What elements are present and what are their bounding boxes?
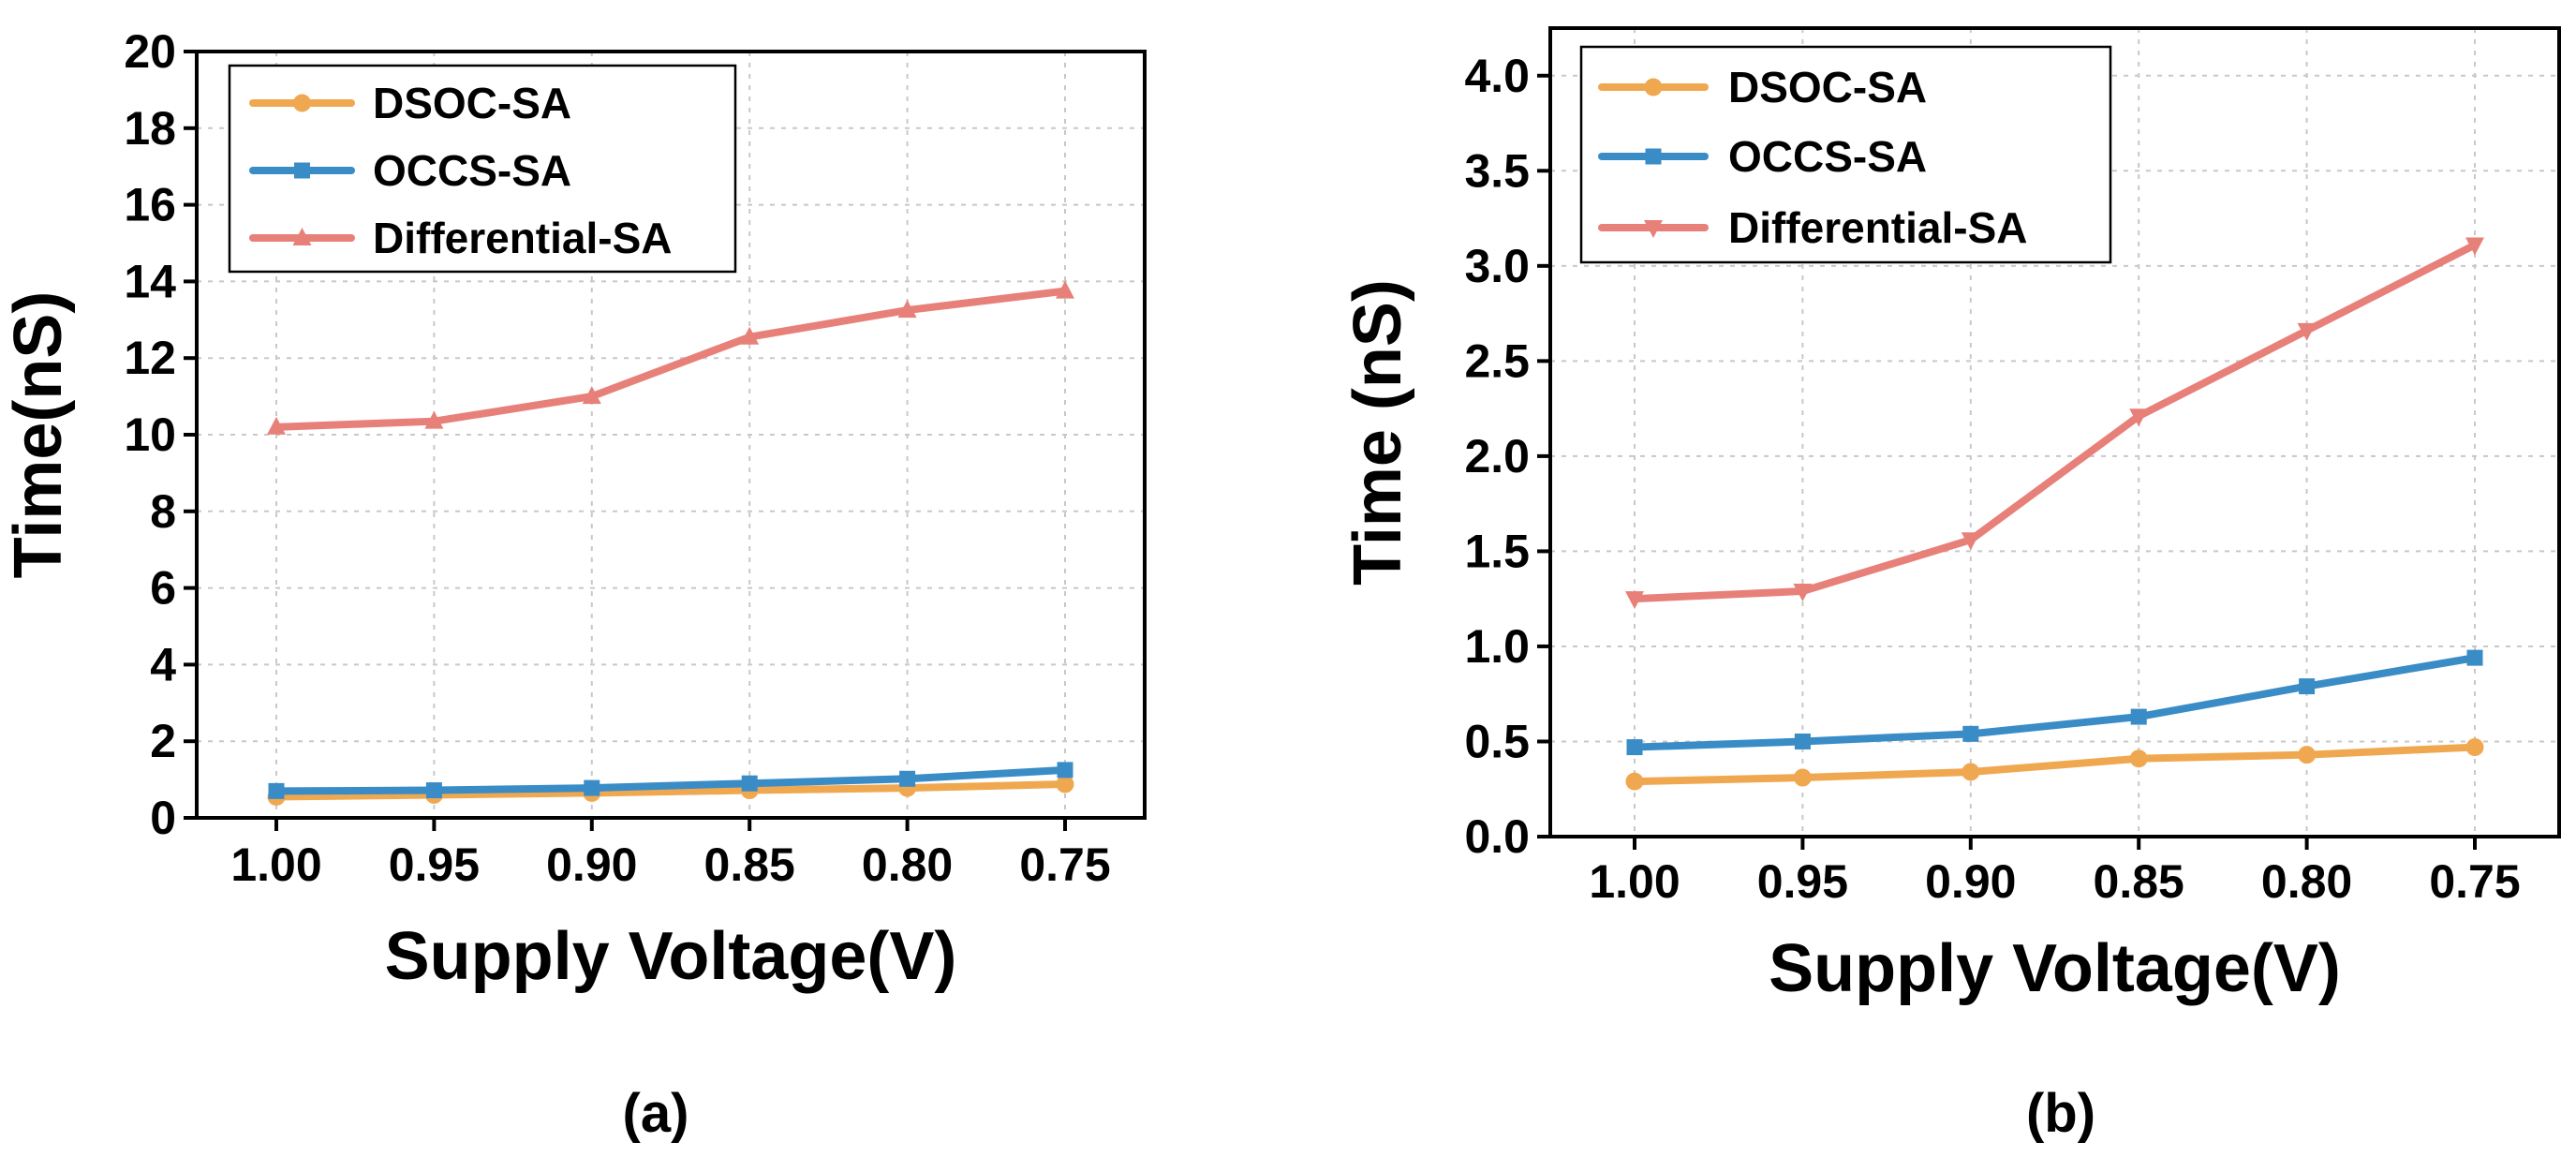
- y-tick-label-a-1: 2: [150, 715, 176, 767]
- series-a-2: [267, 280, 1074, 435]
- data-point-b-1-5: [2466, 649, 2483, 666]
- series-b-0: [1625, 738, 2484, 791]
- series-a-1: [268, 762, 1073, 799]
- y-tick-label-a-10: 20: [124, 25, 176, 78]
- data-point-a-2-2: [582, 386, 601, 405]
- y-tick-label-b-5: 2.5: [1464, 334, 1530, 387]
- legend-marker-a-0: [293, 94, 311, 112]
- y-tick-label-b-3: 1.5: [1464, 525, 1530, 577]
- data-point-a-0-5: [1056, 775, 1074, 794]
- legend-label-a-0: DSOC-SA: [373, 79, 571, 127]
- data-point-a-2-1: [424, 410, 444, 429]
- series-line-a-1: [273, 765, 1069, 795]
- chart-panel-b: 0.0 0.5 1.0 1.5 2.0 2.5 3.0 3.5 4.0 1.00 0.95 0.90 0…: [1340, 26, 2561, 1006]
- data-point-b-1-4: [2299, 678, 2316, 695]
- y-tick-label-b-2: 1.0: [1464, 620, 1530, 673]
- data-point-b-0-0: [1625, 772, 1644, 791]
- y-tick-label-b-7: 3.5: [1464, 144, 1530, 197]
- series-line-b-0: [1631, 743, 2479, 786]
- x-axis-title-b: Supply Voltage(V): [1769, 931, 2341, 1006]
- legend-label-b-0: DSOC-SA: [1728, 63, 1927, 111]
- x-tick-label-b-5: 0.75: [2429, 855, 2520, 908]
- data-point-a-1-0: [268, 782, 285, 799]
- data-point-b-2-1: [1793, 584, 1813, 602]
- y-tick-label-b-4: 2.0: [1464, 430, 1530, 482]
- data-point-b-0-4: [2298, 746, 2317, 764]
- y-tick-label-a-4: 8: [150, 485, 176, 538]
- legend-marker-b-0: [1644, 78, 1663, 96]
- legend-marker-a-1: [294, 162, 310, 179]
- x-tick-label-b-0: 1.00: [1589, 855, 1680, 908]
- data-point-a-2-0: [267, 416, 286, 435]
- legend-a: DSOC-SA OCCS-SA Differential-SA: [228, 64, 737, 274]
- series-b-1: [1626, 649, 2483, 756]
- data-point-b-0-5: [2465, 738, 2484, 757]
- x-tick-label-b-3: 0.85: [2094, 855, 2184, 908]
- y-tick-label-a-6: 12: [124, 332, 176, 384]
- series-line-b-1: [1631, 654, 2479, 751]
- data-point-b-2-2: [1961, 532, 1980, 551]
- y-axis-title-b: Time (nS): [1340, 279, 1415, 586]
- series-line-b-2: [1631, 241, 2479, 603]
- data-point-b-1-1: [1794, 733, 1811, 749]
- data-point-a-1-4: [899, 770, 916, 787]
- data-point-b-1-2: [1962, 725, 1979, 742]
- y-tick-label-a-0: 0: [150, 792, 176, 844]
- data-point-a-1-5: [1057, 762, 1073, 779]
- plot-frame-b: [1548, 26, 2561, 838]
- y-tick-label-b-0: 0.0: [1464, 810, 1530, 863]
- legend-marker-b-1: [1645, 148, 1662, 165]
- x-tick-label-b-2: 0.90: [1925, 855, 2016, 908]
- y-tick-label-a-3: 6: [150, 562, 176, 615]
- legend-marker-a-2: [292, 228, 312, 245]
- data-point-a-1-3: [741, 775, 758, 792]
- chart-panel-a: 0 2 4 6 8 10 12 14 16 18 20 1.00 0.95 0.90 0.85 0.80 0.7…: [1, 25, 1147, 994]
- x-tick-label-b-1: 0.95: [1757, 855, 1848, 908]
- data-point-b-0-2: [1962, 763, 1980, 781]
- data-point-a-2-3: [740, 326, 760, 345]
- y-tick-label-b-6: 3.0: [1464, 240, 1530, 292]
- y-tick-label-b-1: 0.5: [1464, 715, 1530, 767]
- data-point-b-0-1: [1793, 768, 1812, 787]
- y-tick-label-a-2: 4: [150, 638, 176, 690]
- x-tick-label-a-2: 0.90: [546, 838, 637, 891]
- data-point-b-0-3: [2129, 749, 2148, 768]
- series-line-a-2: [273, 287, 1069, 431]
- data-point-b-2-3: [2129, 408, 2149, 427]
- panel-label-b: (b): [2026, 1083, 2095, 1144]
- y-tick-label-a-5: 10: [124, 408, 176, 461]
- panel-label-a: (a): [623, 1083, 689, 1144]
- x-axis-title-a: Supply Voltage(V): [385, 919, 957, 994]
- x-tick-label-a-0: 1.00: [230, 838, 321, 891]
- x-tick-label-a-1: 0.95: [389, 838, 480, 891]
- data-point-b-1-0: [1626, 739, 1643, 756]
- data-point-b-2-4: [2297, 322, 2317, 341]
- data-point-a-1-2: [584, 779, 600, 796]
- x-tick-label-a-3: 0.85: [704, 838, 795, 891]
- data-point-a-2-5: [1056, 280, 1074, 299]
- data-point-b-2-5: [2465, 237, 2484, 256]
- y-tick-label-b-8: 4.0: [1464, 50, 1530, 102]
- legend-label-a-2: Differential-SA: [373, 214, 672, 262]
- y-tick-label-a-9: 18: [124, 102, 176, 155]
- x-tick-label-b-4: 0.80: [2261, 855, 2352, 908]
- data-point-b-2-0: [1625, 591, 1644, 610]
- y-tick-label-a-8: 16: [124, 179, 176, 231]
- x-tick-label-a-4: 0.80: [862, 838, 953, 891]
- legend-label-b-2: Differential-SA: [1728, 203, 2027, 252]
- x-tick-label-a-5: 0.75: [1019, 838, 1110, 891]
- series-b-2: [1625, 237, 2484, 610]
- series-line-a-0: [273, 780, 1069, 801]
- y-axis-title-a: Time(nS): [1, 291, 76, 579]
- y-tick-label-a-7: 14: [124, 255, 176, 307]
- data-point-a-1-1: [425, 782, 442, 799]
- legend-b: DSOC-SA OCCS-SA Differential-SA: [1579, 45, 2112, 264]
- data-point-b-1-3: [2130, 708, 2147, 725]
- data-point-a-2-4: [897, 300, 917, 319]
- legend-marker-b-2: [1644, 220, 1663, 238]
- legend-label-a-1: OCCS-SA: [373, 146, 571, 195]
- legend-label-b-1: OCCS-SA: [1728, 132, 1927, 181]
